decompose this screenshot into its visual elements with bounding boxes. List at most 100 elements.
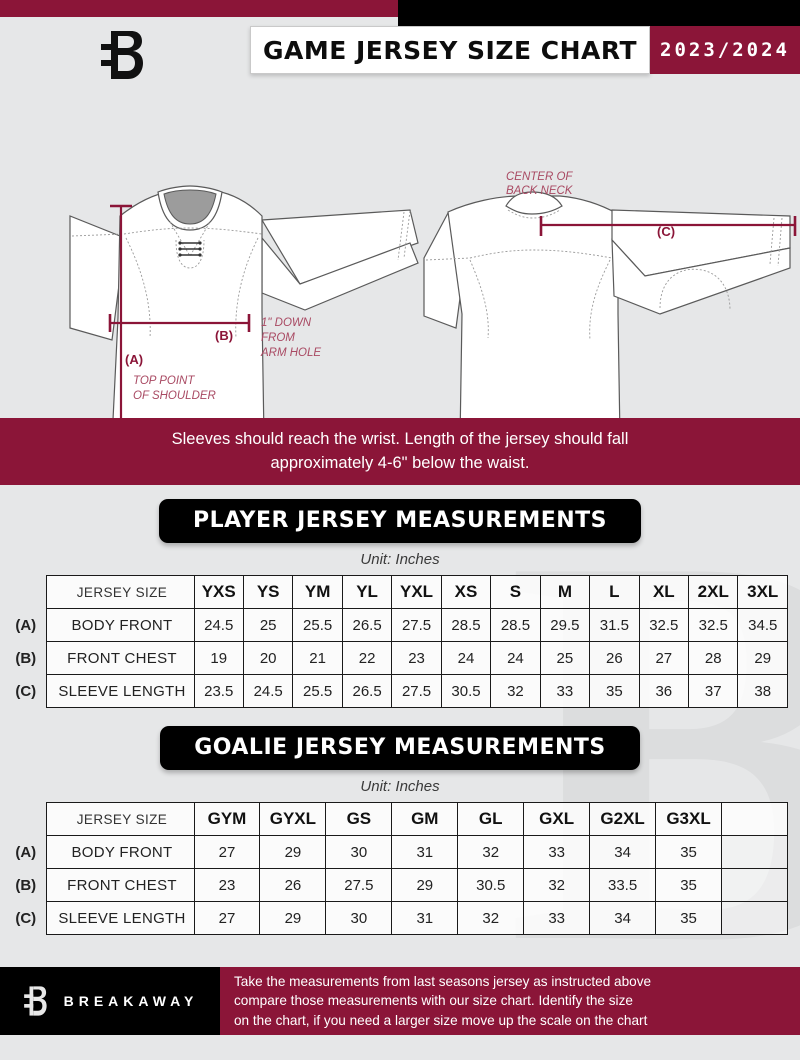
player-table-wrap: JERSEY SIZE YXS YS YM YL YXL XS S M L XL 2XL 3XL (A) B…: [0, 575, 800, 708]
size-header-g3xl: G3XL: [655, 802, 722, 836]
row-label-body-front: BODY FRONT: [45, 608, 195, 642]
size-header-gm: GM: [391, 802, 459, 836]
cell-value: 29: [737, 641, 788, 675]
cell-value: 24: [440, 641, 492, 675]
table-row: (B) FRONT CHEST 19 20 21 22 23 24 24 25 26 27 28 29: [12, 641, 788, 675]
size-header-yl: YL: [341, 575, 393, 609]
cell-value: 35: [655, 868, 722, 902]
player-measurements-table: JERSEY SIZE YXS YS YM YL YXL XS S M L XL 2XL 3XL (A) B…: [12, 575, 788, 708]
front-marker-b-caption-line2: FROM: [261, 332, 295, 344]
table-header-row: JERSEY SIZE YXS YS YM YL YXL XS S M L XL 2XL 3XL: [12, 575, 788, 609]
table-row: (A) BODY FRONT 27 29 30 31 32 33 34 35: [12, 835, 788, 869]
cell-value: 23: [391, 641, 442, 675]
marker-spacer: [12, 803, 46, 836]
goalie-unit-label: Unit: Inches: [360, 778, 440, 795]
cell-value: 33: [523, 835, 591, 869]
size-header-3xl: 3XL: [737, 575, 788, 609]
cell-value: 21: [292, 641, 343, 675]
cell-value: 25: [539, 641, 591, 675]
season-year-badge: 2023/2024: [650, 26, 800, 74]
footer-line-2: compare those measurements with our size…: [234, 993, 633, 1009]
row-label-sleeve-length: SLEEVE LENGTH: [45, 901, 195, 935]
size-header-gs: GS: [325, 802, 393, 836]
front-measurement-annotations: (B) (A) TOP POINT OF SHOULDER 1" DOWN FR…: [108, 204, 321, 418]
page-title: GAME JERSEY SIZE CHART: [262, 35, 638, 65]
back-jersey-illustration: [423, 191, 791, 418]
cell-value: 33: [539, 674, 591, 708]
front-marker-b-label: (B): [215, 328, 233, 343]
cell-value: 31.5: [589, 608, 640, 642]
size-header-gxl: GXL: [523, 802, 591, 836]
player-unit-label: Unit: Inches: [360, 551, 440, 568]
cell-value: 27.5: [391, 608, 442, 642]
page-header: GAME JERSEY SIZE CHART 2023/2024: [0, 0, 800, 88]
row-label-sleeve-length: SLEEVE LENGTH: [45, 674, 195, 708]
cell-value: 24: [490, 641, 541, 675]
front-marker-b-caption-line3: ARM HOLE: [260, 347, 321, 359]
row-marker-a: (A): [15, 616, 37, 634]
cell-value: 23: [193, 868, 261, 902]
size-header-xs: XS: [440, 575, 492, 609]
size-header-ys: YS: [242, 575, 294, 609]
row-marker-b: (B): [15, 876, 37, 894]
cell-value: [721, 835, 788, 869]
row-marker-b: (B): [15, 649, 37, 667]
breakaway-b-logo-icon: [97, 27, 153, 83]
cell-value: 20: [242, 641, 294, 675]
size-header-ym: YM: [292, 575, 343, 609]
row-marker-c: (C): [15, 682, 37, 700]
size-header-gl: GL: [457, 802, 525, 836]
size-header-empty: [721, 802, 788, 836]
cell-value: 33.5: [589, 868, 657, 902]
goalie-section: GOALIE JERSEY MEASUREMENTS Unit: Inches: [0, 726, 800, 802]
front-marker-a-caption-line2: OF SHOULDER: [133, 390, 216, 402]
size-header-2xl: 2XL: [688, 575, 739, 609]
cell-value: 27: [193, 901, 261, 935]
player-section-title: PLAYER JERSEY MEASUREMENTS: [158, 499, 642, 543]
cell-value: 33: [523, 901, 591, 935]
marker-spacer: [12, 576, 46, 609]
note-line-2: approximately 4-6" below the waist.: [270, 453, 530, 472]
size-header-xl: XL: [638, 575, 690, 609]
front-jersey-illustration: [69, 185, 419, 418]
back-marker-c-caption-line2: BACK NECK: [506, 185, 574, 197]
goalie-table-wrap: JERSEY SIZE GYM GYXL GS GM GL GXL G2XL G3XL (A) BO…: [0, 802, 800, 935]
measurement-note-banner: Sleeves should reach the wrist. Length o…: [0, 418, 800, 485]
table-row: (A) BODY FRONT 24.5 25 25.5 26.5 27.5 28.5 28.5 2…: [12, 608, 788, 642]
header-logo-zone: [0, 17, 250, 88]
cell-value: 26: [589, 641, 640, 675]
cell-value: 34.5: [737, 608, 788, 642]
goalie-measurements-table: JERSEY SIZE GYM GYXL GS GM GL GXL G2XL G3XL (A) BO…: [12, 802, 788, 935]
cell-value: 32: [523, 868, 591, 902]
cell-value: 30: [325, 901, 393, 935]
cell-value: 19: [193, 641, 244, 675]
header-maroon-bar: [0, 0, 398, 17]
table-row: (C) SLEEVE LENGTH 27 29 30 31 32 33 34 35: [12, 901, 788, 935]
cell-value: 27.5: [391, 674, 442, 708]
cell-value: 27: [193, 835, 261, 869]
breakaway-b-logo-icon: [22, 984, 52, 1018]
cell-value: 32: [457, 835, 525, 869]
season-year-label: 2023/2024: [660, 39, 790, 61]
cell-value: 38: [737, 674, 788, 708]
size-header-gym: GYM: [193, 802, 261, 836]
cell-value: 29.5: [539, 608, 591, 642]
cell-value: 22: [341, 641, 393, 675]
cell-value: 31: [391, 901, 459, 935]
cell-value: [721, 868, 788, 902]
table-row: (C) SLEEVE LENGTH 23.5 24.5 25.5 26.5 27.5 30.5…: [12, 674, 788, 708]
cell-value: 30.5: [440, 674, 492, 708]
page-title-plate: GAME JERSEY SIZE CHART: [250, 26, 650, 74]
row-marker-c: (C): [15, 909, 37, 927]
cell-value: 28.5: [490, 608, 541, 642]
cell-value: 30.5: [457, 868, 525, 902]
footer-line-3: on the chart, if you need a larger size …: [234, 1012, 648, 1028]
cell-value: 32: [457, 901, 525, 935]
cell-value: 29: [391, 868, 459, 902]
front-marker-b-caption-line1: 1" DOWN: [261, 317, 312, 329]
size-header-yxl: YXL: [391, 575, 442, 609]
front-marker-a-label: (A): [125, 352, 143, 367]
goalie-section-title: GOALIE JERSEY MEASUREMENTS: [160, 726, 640, 770]
jersey-size-header-label: JERSEY SIZE: [45, 575, 195, 609]
cell-value: 24.5: [242, 674, 294, 708]
